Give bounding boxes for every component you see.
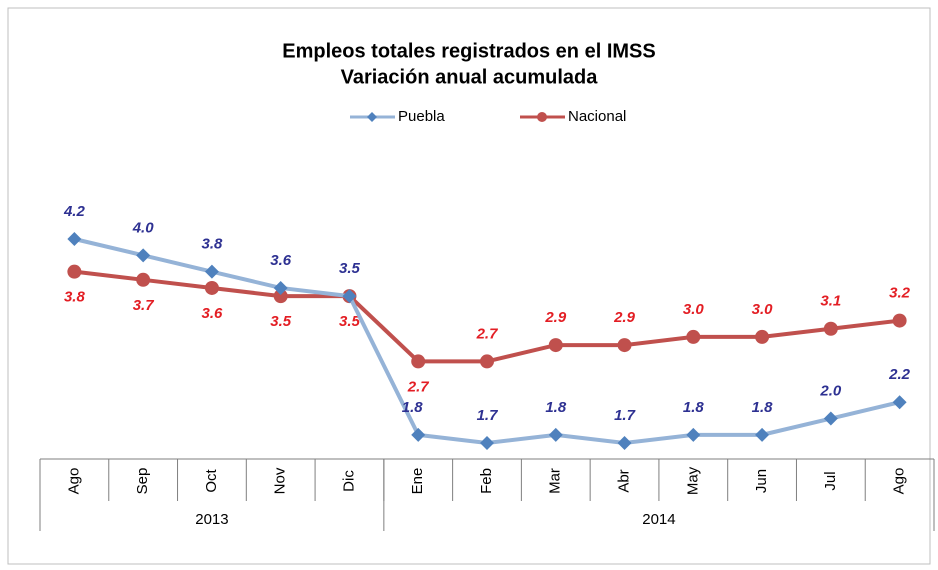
data-label: 3.5 (339, 260, 361, 277)
marker (411, 427, 426, 442)
marker (67, 264, 82, 279)
group-label: 2014 (642, 511, 675, 528)
data-label: 3.7 (133, 297, 155, 314)
x-tick-label: Oct (203, 469, 220, 493)
data-label: 2.7 (476, 325, 499, 342)
marker (892, 395, 907, 410)
data-label: 1.8 (545, 399, 567, 416)
data-label: 1.7 (614, 407, 636, 424)
marker (755, 427, 770, 442)
data-label: 2.2 (888, 366, 911, 383)
data-label: 3.0 (683, 301, 705, 318)
chart-frame (7, 7, 931, 565)
marker (686, 329, 701, 344)
marker (548, 427, 563, 442)
data-label: 1.8 (402, 399, 424, 416)
marker (480, 354, 494, 369)
group-label: 2013 (195, 511, 228, 528)
marker (342, 289, 357, 304)
chart-subtitle: Variación anual acumulada (341, 66, 599, 88)
marker (204, 264, 219, 279)
legend-label: Nacional (568, 108, 626, 125)
marker (548, 338, 563, 353)
data-label: 4.2 (63, 203, 86, 220)
data-label: 3.8 (64, 289, 86, 306)
marker (617, 436, 632, 450)
marker (136, 248, 151, 263)
data-label: 1.8 (683, 399, 705, 416)
marker (823, 411, 838, 426)
marker (823, 321, 838, 336)
data-label: 3.8 (201, 236, 223, 253)
x-tick-label: Ago (65, 468, 82, 495)
data-label: 3.1 (820, 293, 841, 310)
data-label: 3.6 (201, 305, 223, 322)
data-label: 2.9 (544, 309, 567, 326)
data-label: 3.5 (339, 313, 361, 330)
x-tick-label: Feb (478, 468, 495, 494)
data-label: 3.6 (270, 252, 292, 269)
marker (480, 436, 494, 450)
marker (686, 427, 701, 442)
legend-marker (367, 112, 377, 122)
marker (204, 280, 219, 295)
x-tick-label: Jun (753, 469, 770, 493)
x-tick-label: Sep (134, 468, 151, 495)
data-label: 4.0 (132, 219, 155, 236)
x-tick-label: May (684, 466, 701, 495)
data-label: 3.0 (752, 301, 774, 318)
data-label: 2.0 (819, 382, 842, 399)
data-label: 1.8 (752, 399, 774, 416)
marker (755, 329, 770, 344)
marker (411, 354, 426, 369)
legend-marker (537, 112, 547, 122)
chart-title: Empleos totales registrados en el IMSS (282, 40, 655, 62)
data-label: 1.7 (477, 407, 499, 424)
x-tick-label: Jul (822, 471, 839, 490)
x-tick-label: Ago (891, 468, 908, 495)
series-line (74, 269, 900, 364)
x-tick-label: Ene (409, 468, 426, 495)
marker (273, 289, 288, 304)
legend-label: Puebla (398, 108, 445, 125)
marker (617, 338, 632, 353)
marker (67, 232, 82, 246)
data-label: 2.9 (613, 309, 636, 326)
x-tick-label: Abr (616, 469, 633, 492)
marker (273, 280, 288, 295)
marker (892, 313, 907, 328)
x-tick-label: Mar (547, 468, 564, 494)
data-label: 3.2 (889, 285, 911, 302)
data-label: 3.5 (270, 313, 292, 330)
marker (136, 272, 151, 287)
x-tick-label: Nov (272, 467, 289, 494)
data-label: 2.7 (407, 378, 430, 395)
x-tick-label: Dic (340, 470, 357, 492)
